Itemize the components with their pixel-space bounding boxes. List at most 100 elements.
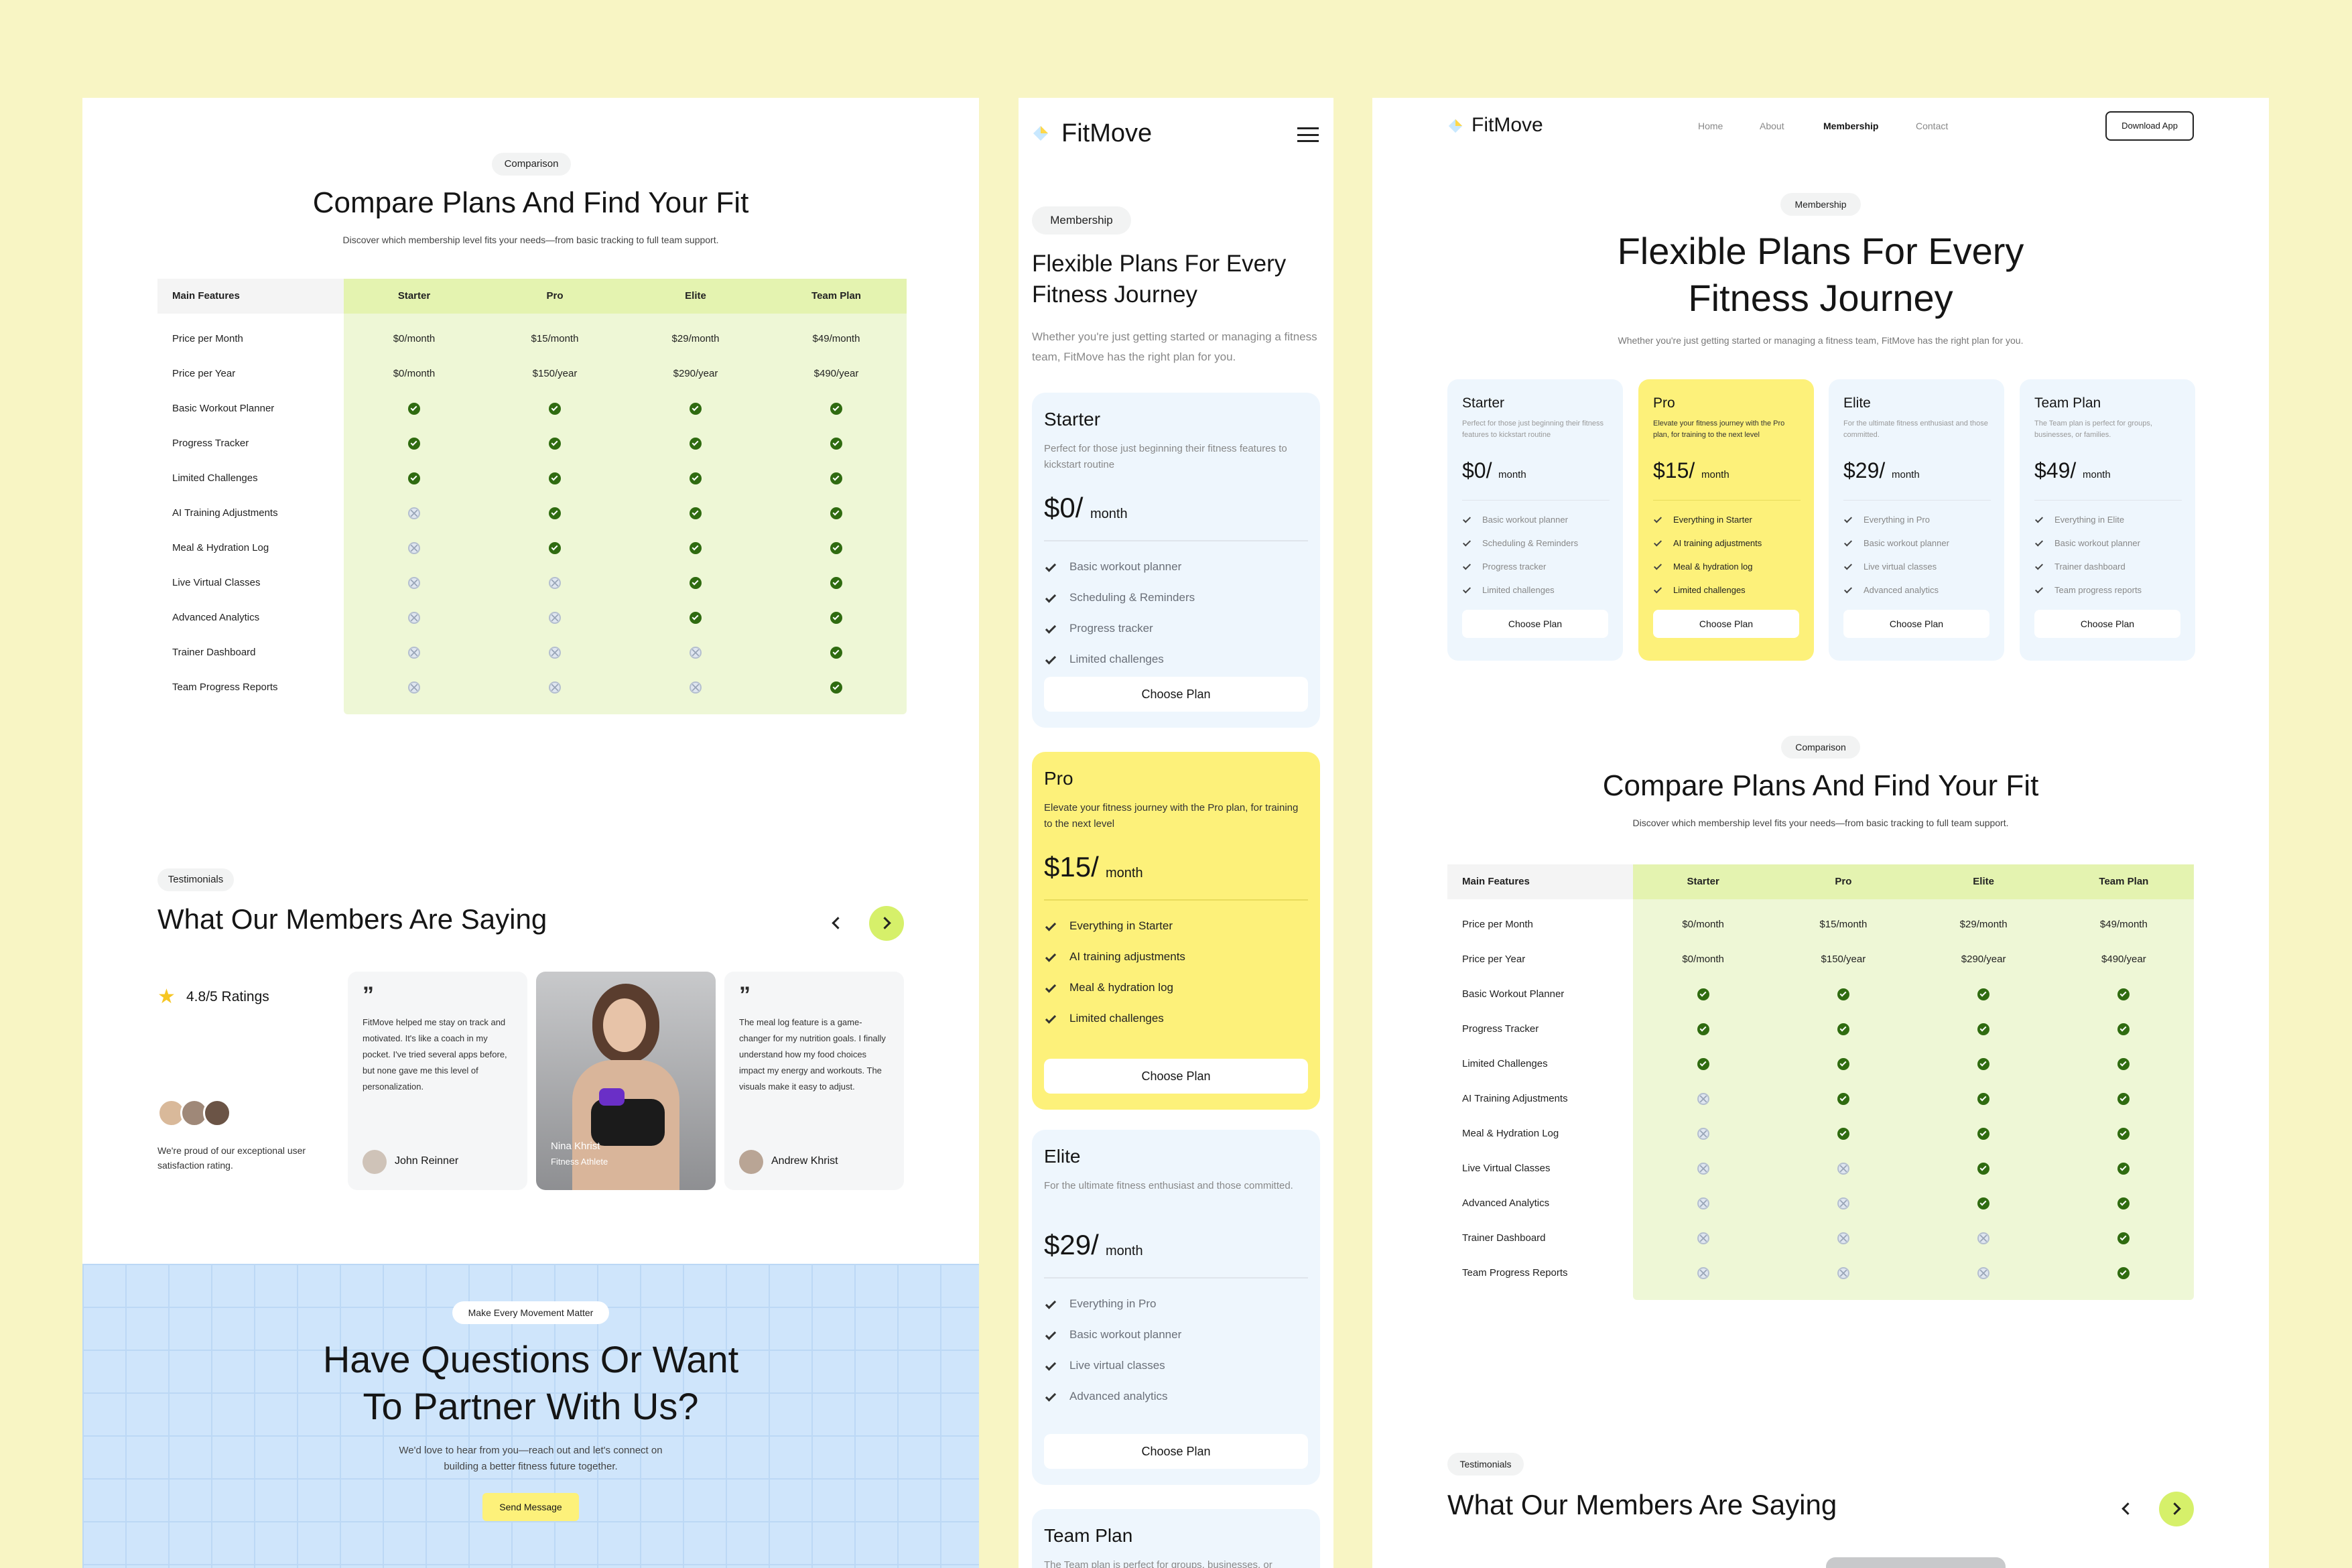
divider: [1653, 500, 1801, 501]
prev-button[interactable]: [820, 906, 854, 941]
check-mark: [1839, 1129, 1847, 1136]
nav-home[interactable]: Home: [1698, 121, 1723, 131]
plan-price-unit: month: [1106, 1244, 1143, 1258]
plan-feature: Progress tracker: [1069, 622, 1153, 635]
check-icon: [549, 403, 561, 415]
check-icon: [549, 507, 561, 519]
rating-text: 4.8/5 Ratings: [186, 989, 269, 1004]
choose-plan-button[interactable]: Choose Plan: [1462, 610, 1608, 638]
nav-contact[interactable]: Contact: [1916, 121, 1949, 131]
choose-plan-button[interactable]: Choose Plan: [1843, 610, 1989, 638]
check-icon: [1843, 562, 1853, 570]
feature-label: Advanced Analytics: [172, 612, 260, 623]
check-mark: [832, 509, 840, 516]
mobile-title-line2: Fitness Journey: [1032, 281, 1198, 308]
cross-icon: [408, 647, 420, 659]
feature-label: Meal & Hydration Log: [1462, 1128, 1559, 1139]
plan-feature: Limited challenges: [1069, 653, 1164, 665]
chevron-right-icon: [878, 917, 891, 929]
plan-feature: Trainer dashboard: [2054, 562, 2126, 572]
choose-plan-button[interactable]: Choose Plan: [2034, 610, 2180, 638]
plan-feature: Everything in Starter: [1673, 515, 1752, 525]
send-message-button[interactable]: Send Message: [482, 1493, 579, 1521]
check-mark: [832, 474, 840, 481]
plan-feature: Team progress reports: [2054, 585, 2142, 595]
check-icon: [1697, 1058, 1709, 1070]
check-icon: [1977, 1058, 1990, 1070]
plan-feature: Advanced analytics: [1864, 585, 1939, 595]
choose-plan-button[interactable]: Choose Plan: [1044, 677, 1308, 712]
plan-feature: Meal & hydration log: [1673, 562, 1753, 572]
check-icon: [830, 542, 842, 554]
cross-icon: [1697, 1128, 1709, 1140]
plan-feature: Live virtual classes: [1864, 562, 1937, 572]
check-icon: [830, 577, 842, 589]
check-mark: [2119, 1234, 2127, 1241]
check-icon: [1045, 1298, 1057, 1309]
check-icon: [690, 542, 702, 554]
check-mark: [551, 474, 558, 481]
check-mark: [2119, 1129, 2127, 1136]
check-icon: [2117, 1058, 2130, 1070]
check-icon: [1697, 988, 1709, 1000]
download-app-button[interactable]: Download App: [2105, 111, 2194, 141]
check-icon: [1837, 1093, 1849, 1105]
feature-label: Advanced Analytics: [1462, 1197, 1550, 1209]
column-header: Team Plan: [2099, 876, 2149, 887]
check-icon: [1977, 988, 1990, 1000]
cross-mark: [411, 580, 417, 586]
check-icon: [408, 472, 420, 484]
cross-mark: [692, 684, 699, 691]
check-icon: [830, 612, 842, 624]
check-icon: [1837, 1058, 1849, 1070]
feature-label: Price per Year: [172, 368, 236, 379]
plan-card-pro: Pro Elevate your fitness journey with the…: [1638, 379, 1814, 661]
price-cell: $49/month: [2099, 919, 2148, 930]
nav-about[interactable]: About: [1760, 121, 1784, 131]
check-icon: [1837, 988, 1849, 1000]
testimonial-quote: FitMove helped me stay on track and moti…: [363, 1017, 507, 1092]
plan-price-unit: month: [1106, 866, 1143, 880]
star-icon: ★: [157, 986, 176, 1008]
plan-card-team-plan: Team Plan The Team plan is perfect for gr…: [2020, 379, 2195, 661]
comparison-table: Main Features Starter Pro Elite Team Plan Pri…: [157, 279, 907, 815]
desktop-subtitle: Whether you're just getting started or m…: [1618, 335, 2024, 346]
cross-mark: [1699, 1096, 1707, 1102]
cross-mark: [1839, 1270, 1847, 1277]
prev-button[interactable]: [2109, 1492, 2144, 1526]
check-icon: [690, 403, 702, 415]
plan-price-unit: month: [1498, 469, 1526, 480]
check-mark: [410, 439, 417, 446]
hamburger-menu-icon[interactable]: [1297, 127, 1319, 142]
check-icon: [1045, 561, 1057, 572]
comparison-chip: Comparison: [1781, 736, 1860, 759]
price-cell: $29/month: [1959, 919, 2008, 930]
plan-name: Pro: [1044, 768, 1073, 789]
check-icon: [830, 647, 842, 659]
membership-chip: Membership: [1780, 193, 1861, 216]
check-icon: [1045, 1360, 1057, 1371]
plan-card-starter: Starter Perfect for those just beginning …: [1447, 379, 1623, 661]
choose-plan-button[interactable]: Choose Plan: [1653, 610, 1799, 638]
check-icon: [1843, 585, 1853, 594]
avatar: [739, 1150, 763, 1174]
check-icon: [549, 472, 561, 484]
next-button[interactable]: [869, 906, 904, 941]
check-icon: [1462, 562, 1472, 570]
dumbbell-icon: [599, 1088, 625, 1106]
choose-plan-button[interactable]: Choose Plan: [1044, 1059, 1308, 1094]
check-mark: [1979, 1094, 1987, 1102]
feature-header-cell: [1447, 864, 1633, 899]
choose-plan-button[interactable]: Choose Plan: [1044, 1434, 1308, 1469]
feature-label: Team Progress Reports: [1462, 1267, 1568, 1279]
cross-icon: [690, 647, 702, 659]
nav-membership[interactable]: Membership: [1823, 121, 1879, 131]
plan-description: Perfect for those just beginning their f…: [1462, 419, 1604, 439]
cross-icon: [1977, 1267, 1990, 1279]
left-panel: Comparison Compare Plans And Find Your F…: [82, 98, 979, 1568]
next-button[interactable]: [2159, 1492, 2194, 1526]
check-icon: [2117, 1232, 2130, 1244]
check-icon: [2034, 515, 2044, 523]
plan-card-team-plan: Team Plan The Team plan is perfect for gr…: [1032, 1509, 1320, 1568]
testimonial-photo-card: [1826, 1557, 2006, 1568]
